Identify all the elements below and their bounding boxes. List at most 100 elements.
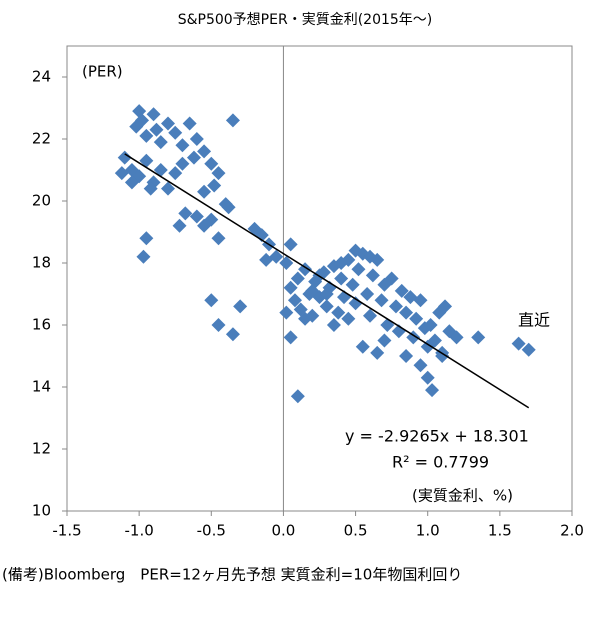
point (279, 305, 294, 320)
x-tick-label: -1.0 (125, 522, 154, 540)
point (345, 277, 360, 292)
y-tick-label: 16 (32, 316, 51, 334)
point (388, 299, 403, 314)
point (394, 283, 409, 298)
point (331, 305, 346, 320)
footnote: (備考)Bloomberg PER=12ヶ月先予想 実質金利=10年物国利回り (2, 566, 462, 584)
r-squared: R² = 0.7799 (392, 453, 489, 472)
point (521, 342, 536, 357)
point (254, 228, 269, 243)
point (413, 293, 428, 308)
point (279, 256, 294, 270)
point (139, 231, 154, 246)
point (153, 163, 168, 177)
point (153, 135, 168, 150)
annotation: 直近 (518, 311, 550, 330)
x-tick-label: -0.5 (197, 522, 226, 540)
y-tick-label: 22 (32, 130, 51, 148)
y-tick-label: 18 (32, 254, 51, 272)
point (449, 330, 464, 345)
point (319, 299, 334, 314)
point (211, 166, 226, 181)
y-tick-label: 14 (32, 378, 51, 396)
point (399, 349, 414, 363)
point (168, 166, 183, 181)
point (178, 206, 193, 221)
point (189, 209, 204, 224)
point (399, 305, 414, 320)
plot-frame (66, 45, 573, 512)
y-axis-label: (PER) (82, 63, 123, 81)
point (175, 138, 190, 153)
point (211, 231, 226, 246)
point (139, 153, 154, 168)
point (438, 299, 453, 314)
point (233, 299, 248, 314)
point (207, 178, 222, 193)
point (161, 181, 175, 196)
chart-title: S&P500予想PER・実質金利(2015年～) (178, 12, 433, 28)
point (186, 150, 201, 165)
point (409, 311, 424, 326)
point (172, 218, 187, 233)
point (211, 318, 226, 332)
point (298, 311, 313, 326)
point (197, 144, 212, 159)
trend-equation: y = -2.9265x + 18.301 (345, 427, 529, 446)
point (283, 280, 298, 295)
point (374, 293, 389, 308)
point (117, 150, 132, 165)
point (182, 116, 197, 131)
point (197, 184, 212, 199)
y-tick-label: 24 (32, 68, 51, 86)
point (423, 318, 438, 332)
point (204, 156, 219, 171)
point (348, 243, 363, 258)
point (355, 339, 370, 354)
point (283, 330, 298, 345)
point (259, 252, 274, 267)
point (149, 122, 164, 137)
point (425, 383, 440, 398)
point (204, 293, 219, 308)
point (334, 271, 349, 286)
point (114, 166, 129, 181)
x-tick-label: 0.0 (271, 522, 295, 540)
point (247, 221, 262, 236)
point (129, 119, 144, 134)
point (161, 116, 175, 131)
point (351, 262, 366, 277)
point (420, 370, 435, 385)
point (334, 256, 349, 270)
point (136, 249, 151, 264)
point (124, 175, 139, 190)
x-tick-label: 2.0 (560, 522, 584, 540)
point (290, 271, 305, 286)
point (319, 287, 334, 301)
y-tick-label: 10 (32, 502, 51, 520)
point (139, 128, 154, 143)
point (435, 349, 450, 363)
point (427, 333, 442, 348)
x-tick-label: 1.5 (488, 522, 512, 540)
point (380, 318, 395, 332)
point (360, 287, 375, 301)
point (287, 293, 302, 308)
point (290, 389, 305, 404)
point (384, 271, 399, 286)
x-tick-label: -1.5 (52, 522, 81, 540)
point (221, 200, 236, 215)
x-axis-label: (実質金利、%) (412, 487, 513, 505)
point (365, 268, 380, 283)
x-tick-label: 1.0 (416, 522, 440, 540)
y-tick-label: 20 (32, 192, 51, 210)
point (511, 336, 526, 351)
point (283, 237, 298, 252)
point (146, 107, 161, 122)
point (377, 333, 392, 348)
point (413, 358, 428, 373)
point (168, 125, 183, 140)
point (225, 327, 240, 342)
point (305, 283, 320, 298)
